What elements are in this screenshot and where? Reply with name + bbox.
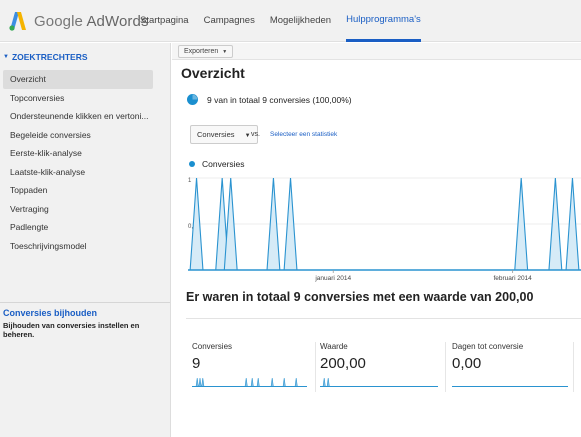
nav-tab-mogelijkheden[interactable]: Mogelijkheden [269, 15, 332, 26]
sidebar: ▼ ZOEKTRECHTERS Overzicht Topconversies On… [0, 43, 171, 437]
y-tick-label: 0,5 [188, 224, 197, 230]
sparkline-conversions [192, 377, 307, 387]
sidebar-item-ondersteunende-klikken-en-vertoni[interactable]: Ondersteunende klikken en vertoni... [10, 111, 149, 121]
triangle-down-icon: ▼ [3, 54, 9, 60]
card-label: Dagen tot conversie [452, 342, 524, 351]
x-tick-label: februari 2014 [493, 275, 532, 282]
page-title: Overzicht [181, 65, 245, 81]
card-value: 200,00 [320, 355, 366, 372]
sparkline-days [452, 386, 568, 387]
chart-legend: Conversies [189, 159, 245, 169]
pie-icon [187, 94, 198, 105]
main-nav: Startpagina Campagnes Mogelijkheden Hulppro… [140, 0, 436, 42]
export-toolbar: Exporteren ▼ [172, 43, 581, 60]
caret-down-icon: ▼ [222, 49, 228, 55]
card-value-total[interactable]: Waarde 200,00 [320, 342, 446, 392]
export-button[interactable]: Exporteren ▼ [178, 45, 234, 58]
card-label: Waarde [320, 342, 348, 351]
conversions-tracking-link[interactable]: Conversies bijhouden [3, 308, 98, 318]
nav-tab-hulpprogramma-s[interactable]: Hulpprogramma's [346, 0, 421, 42]
adwords-logo[interactable]: Google AdWords [8, 10, 149, 32]
sidebar-item-begeleide-conversies[interactable]: Begeleide conversies [10, 129, 91, 140]
main-content: Exporteren ▼ Overzicht 9 van in totaal 9… [172, 43, 581, 437]
sidebar-item-toppaden[interactable]: Toppaden [10, 185, 48, 195]
y-tick-label: 1 [188, 178, 192, 184]
vs-label: vs. [251, 131, 260, 138]
summary-text: 9 van in totaal 9 conversies (100,00%) [207, 94, 352, 105]
cards-divider [186, 318, 581, 319]
sidebar-item-laatste-klik-analyse[interactable]: Laatste-klik-analyse [10, 166, 86, 177]
sidebar-item-padlengte[interactable]: Padlengte [10, 222, 49, 232]
card-label: Conversies [192, 342, 233, 351]
export-button-label: Exporteren [184, 48, 219, 55]
sidebar-divider [0, 302, 170, 303]
logo-wordmark: Google AdWords [34, 13, 149, 30]
sparkline-value [320, 377, 438, 387]
nav-tab-startpagina[interactable]: Startpagina [140, 15, 189, 26]
legend-label: Conversies [202, 159, 245, 169]
total-conversions-headline: Er waren in totaal 9 conversies met een … [186, 290, 534, 304]
sidebar-item-overzicht[interactable]: Overzicht [3, 70, 153, 89]
nav-tab-campagnes[interactable]: Campagnes [203, 15, 255, 26]
conversions-tracking-description: Bijhouden van conversies instellen en be… [3, 321, 140, 339]
metric-dropdown-value: Conversies [197, 130, 235, 139]
sidebar-item-eerste-klik-analyse[interactable]: Eerste-klik-analyse [10, 148, 82, 158]
sidebar-item-toeschrijvingsmodel[interactable]: Toeschrijvingsmodel [10, 240, 87, 251]
conversion-summary: 9 van in totaal 9 conversies (100,00%) [187, 94, 352, 105]
sidebar-item-topconversies[interactable]: Topconversies [10, 92, 65, 103]
sidebar-section-title: ZOEKTRECHTERS [11, 52, 88, 62]
logo-product: AdWords [86, 12, 149, 30]
conversions-chart: 1 0,5 januari 2014 februari 2014 [188, 177, 581, 282]
card-value: 9 [192, 355, 201, 372]
sidebar-section-toggle[interactable]: ▼ ZOEKTRECHTERS [3, 52, 88, 62]
top-bar: Google AdWords Startpagina Campagnes Mogel… [0, 0, 581, 42]
card-conversions[interactable]: Conversies 9 [192, 342, 316, 392]
adwords-logo-icon [9, 12, 26, 31]
sidebar-item-vertraging[interactable]: Vertraging [10, 203, 49, 214]
sidebar-list: Overzicht Topconversies Ondersteunende kli… [0, 70, 171, 255]
x-tick-label: januari 2014 [314, 275, 351, 282]
card-value: 0,00 [452, 355, 482, 372]
card-days-to-conversion[interactable]: Dagen tot conversie 0,00 [452, 342, 574, 392]
select-statistic-link[interactable]: Selecteer een statistiek [270, 131, 338, 138]
caret-down-icon: ▼ [244, 133, 251, 139]
legend-dot-icon [189, 161, 195, 167]
metric-dropdown[interactable]: Conversies ▼ [190, 125, 258, 144]
logo-google: Google [34, 12, 83, 30]
